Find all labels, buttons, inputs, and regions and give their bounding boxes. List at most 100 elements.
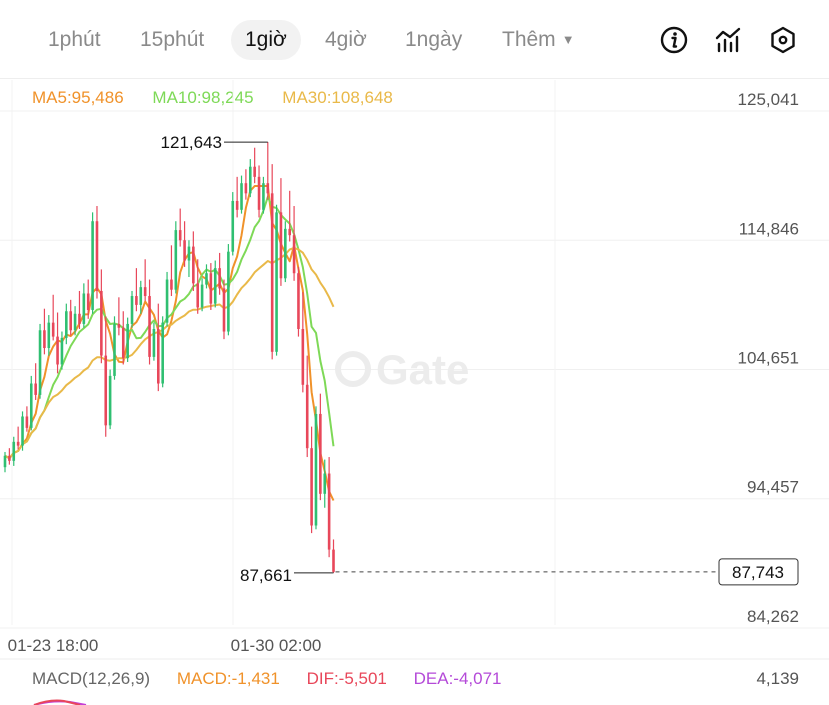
candle	[139, 280, 143, 314]
candle	[143, 259, 147, 302]
ma30-legend: MA30:108,648	[282, 88, 393, 107]
current-price-marker: 87,743	[335, 558, 799, 586]
ma5-legend: MA5:95,486	[32, 88, 124, 107]
info-icon[interactable]	[658, 24, 690, 56]
candle	[209, 263, 213, 310]
candle	[297, 266, 300, 337]
candle	[279, 178, 283, 286]
candle-body	[310, 448, 313, 526]
candle-body	[73, 313, 77, 331]
gridlines	[0, 80, 829, 629]
dif-value: DIF:-5,501	[306, 669, 387, 688]
candle	[227, 244, 230, 336]
candle	[305, 355, 309, 458]
more-label: Thêm	[502, 28, 556, 51]
candle	[73, 306, 77, 336]
candle-body	[187, 246, 191, 261]
tab-1-day[interactable]: 1ngày	[405, 28, 463, 51]
ma-legend: MA5:95,486 MA10:98,245 MA30:108,648	[32, 88, 417, 108]
candle	[292, 206, 296, 281]
timeframe-bar: 1phút 15phút 1giờ 4giờ 1ngày Thêm ▼	[0, 0, 829, 79]
candle-body	[240, 183, 243, 210]
candle-body	[16, 441, 20, 446]
time-axis-label: 01-30 02:00	[231, 636, 322, 655]
candle-body	[91, 221, 94, 310]
candle-body	[323, 473, 327, 494]
candle	[113, 316, 116, 380]
candle	[100, 269, 103, 364]
settings-hexagon-icon[interactable]	[767, 24, 799, 56]
candle-body	[82, 293, 86, 324]
candle-body	[78, 313, 81, 324]
last-price-box	[718, 558, 799, 586]
candle	[200, 278, 204, 312]
low-price-label: 87,661	[240, 566, 292, 585]
candle	[148, 279, 151, 365]
candle	[135, 268, 138, 312]
candle	[104, 316, 108, 437]
candle	[270, 164, 274, 360]
candle-body	[157, 328, 160, 384]
candle-body	[108, 375, 112, 426]
candle	[60, 331, 64, 370]
candle	[235, 176, 239, 218]
ma10-line	[4, 195, 335, 460]
candle-body	[332, 549, 335, 572]
candle	[65, 303, 68, 345]
candle-body	[143, 287, 147, 297]
candle-body	[43, 330, 46, 349]
candle-body	[38, 330, 42, 395]
candle-body	[51, 322, 55, 337]
annotations: 121,643 87,661	[161, 133, 334, 585]
candle	[117, 297, 121, 336]
tab-15-minutes[interactable]: 15phút	[140, 28, 205, 51]
candle-body	[218, 268, 221, 289]
tab-more[interactable]: Thêm ▼	[488, 20, 589, 60]
candle	[8, 448, 11, 465]
candle-body	[279, 212, 283, 279]
candle	[275, 204, 278, 356]
candle-body	[25, 416, 29, 428]
candle	[187, 240, 191, 278]
candle	[284, 221, 287, 283]
candle-body	[47, 322, 51, 349]
candle-body	[183, 240, 186, 261]
candle	[161, 316, 164, 388]
candle	[205, 264, 208, 289]
candle-body	[200, 284, 204, 308]
candle	[3, 451, 7, 473]
candle-body	[205, 273, 208, 285]
candle-body	[152, 328, 156, 357]
candle	[332, 539, 335, 573]
candle	[130, 290, 134, 328]
candle-body	[266, 183, 270, 194]
candle-body	[65, 311, 68, 338]
candle-body	[135, 296, 138, 305]
macd-panel	[0, 658, 829, 705]
caret-down-icon: ▼	[561, 32, 575, 47]
time-axis-label: 01-23 18:00	[8, 636, 99, 655]
candle-body	[227, 251, 230, 332]
indicator-chart-icon[interactable]	[712, 24, 744, 56]
macd-title: MACD(12,26,9)	[32, 669, 151, 688]
candle-body	[8, 455, 11, 461]
candle-body	[117, 323, 121, 328]
candle-body	[327, 473, 331, 550]
candle-body	[121, 327, 125, 359]
candle-body	[231, 200, 235, 252]
candle-body	[165, 279, 169, 323]
tab-1-hour[interactable]: 1giờ	[231, 20, 301, 60]
candle-body	[139, 287, 143, 305]
candle-body	[275, 212, 278, 352]
candle	[196, 259, 200, 314]
candle-body	[126, 323, 129, 359]
candle	[108, 369, 112, 430]
candle	[248, 159, 252, 198]
candle	[86, 279, 90, 319]
ma5-line	[4, 185, 335, 501]
moving-average-lines	[4, 185, 335, 501]
macd-dif-line	[33, 699, 81, 705]
tab-4-hours[interactable]: 4giờ	[325, 28, 367, 51]
tab-1-minute[interactable]: 1phút	[48, 28, 101, 51]
